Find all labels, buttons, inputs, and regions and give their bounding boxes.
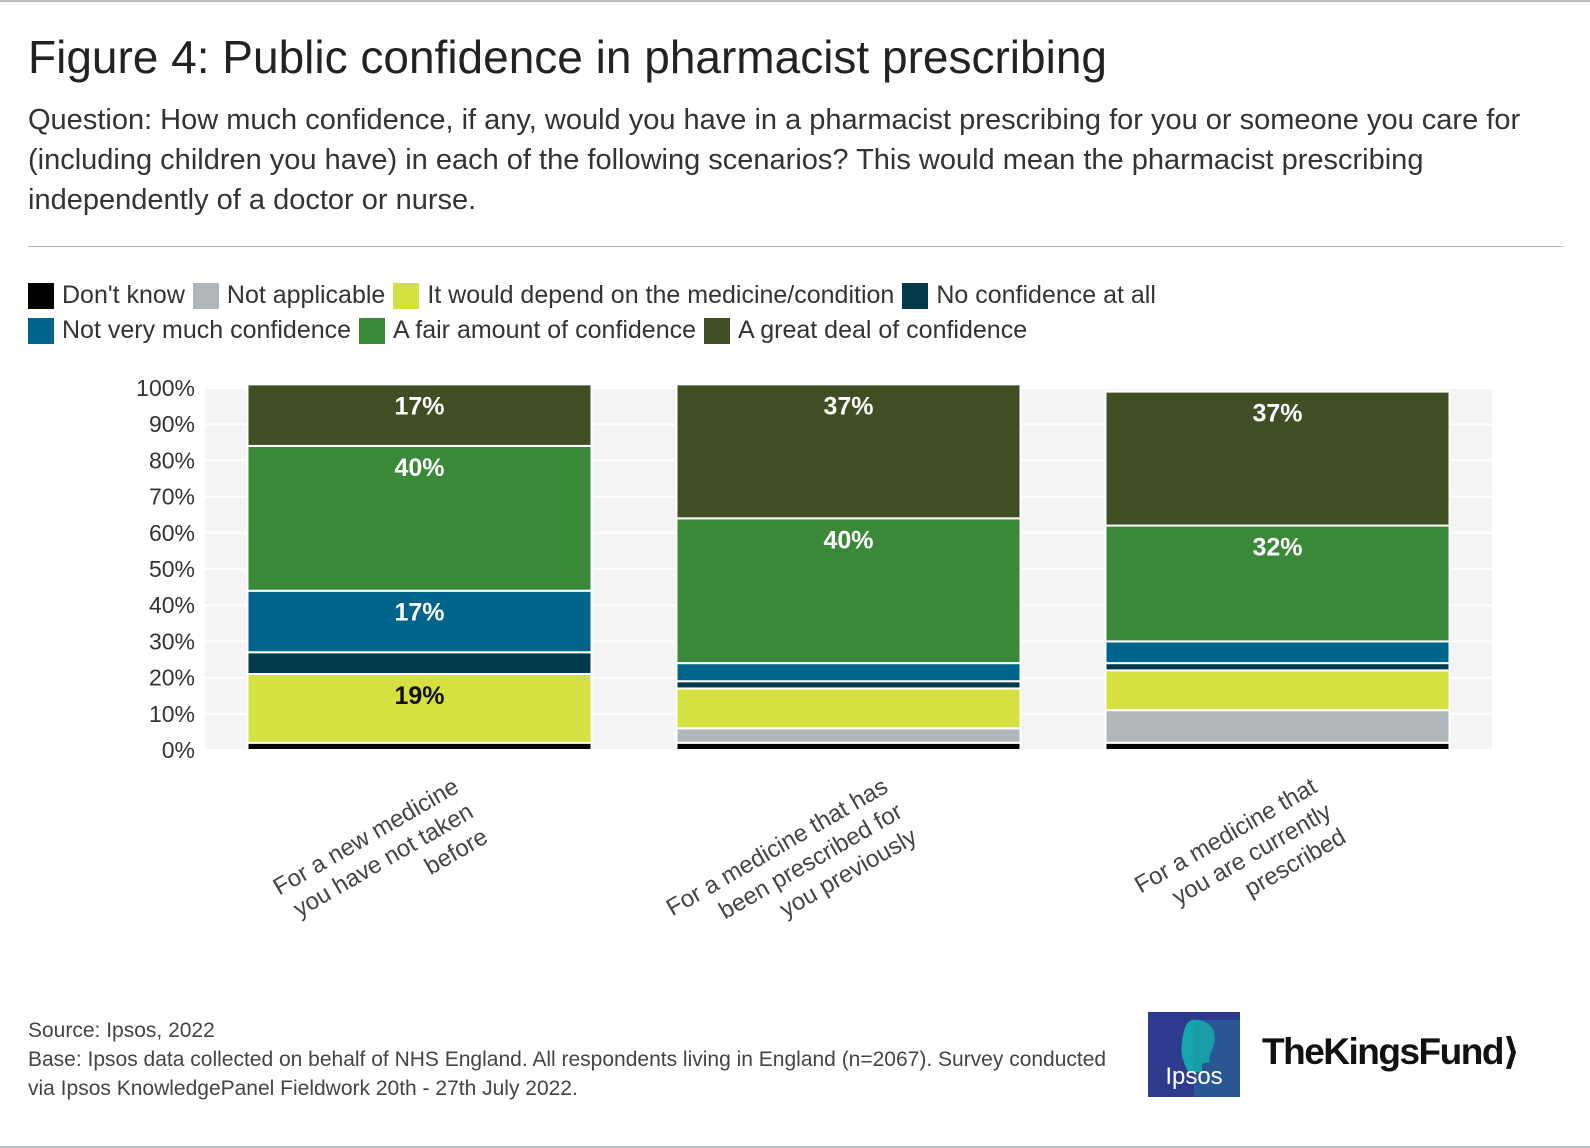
kings-fund-logo-text: TheKingsFund [1262,1031,1504,1072]
base-line: Base: Ipsos data collected on behalf of … [28,1048,1107,1100]
bar-segment [246,672,593,744]
legend-item-not-applicable: Not applicable [192,281,386,310]
y-tick-label: 40% [149,592,195,618]
bar-segment [1104,524,1451,643]
bar-segment [675,741,1022,752]
legend-swatch [704,317,730,344]
legend-swatch [192,282,219,309]
data-label: 32% [1252,534,1302,562]
bar-segment [246,444,593,592]
bar-segment [246,589,593,654]
legend-label: It would depend on the medicine/conditio… [427,281,895,309]
y-tick-label: 80% [149,447,195,473]
chart-subtitle: Question: How much confidence, if any, w… [28,104,1521,216]
y-tick-label: 60% [149,520,195,546]
legend-item-not-very-much: Not very much confidence [28,316,351,345]
bar-segment [1104,662,1451,672]
legend-label: Not very much confidence [62,316,352,344]
legend-row-1: Don't know Not applicable It would depen… [28,278,1328,313]
legend-swatch [28,282,54,309]
legend-item-great-deal: A great deal of confidence [704,316,1027,345]
kings-fund-logo: TheKingsFund⟩ [1262,1030,1520,1073]
legend-swatch [902,282,929,309]
bottom-rule [0,1146,1590,1148]
source-note: Source: Ipsos, 2022 Base: Ipsos data col… [28,1016,1118,1103]
stacked-bar-chart: 0% 10% 20% 30% 40% 50% 60% 70% 80% 90% 100% 19% 17% 4… [136,375,1492,925]
ipsos-logo-head [1181,1019,1215,1072]
bar-segment [675,517,1022,665]
data-label: 40% [823,526,873,554]
legend-item-dont-know: Don't know [28,281,185,310]
legend-label: A great deal of confidence [738,316,1028,344]
chevron-right-icon: ⟩ [1502,1031,1520,1072]
bar-segment [246,383,593,447]
source-line: Source: Ipsos, 2022 [28,1019,215,1042]
bar-segment [246,651,593,675]
legend-label: No confidence at all [936,281,1156,309]
data-label: 40% [394,454,444,482]
y-tick-label: 50% [149,556,195,582]
y-tick-label: 30% [149,628,195,654]
legend-row-2: Not very much confidence A fair amount o… [28,313,1328,348]
top-rule [0,0,1590,2]
y-tick-label: 90% [149,411,195,437]
data-label: 19% [394,682,444,710]
legend-item-fair-amount: A fair amount of confidence [359,316,696,345]
legend-swatch [393,282,420,309]
legend-label: A fair amount of confidence [393,316,696,344]
legend: Don't know Not applicable It would depen… [28,278,1328,348]
legend-item-would-depend: It would depend on the medicine/conditio… [393,281,894,310]
bar-segment [1104,390,1451,527]
data-label: 37% [823,392,873,420]
legend-swatch [28,317,54,344]
ipsos-logo-text: Ipsos [1165,1063,1222,1090]
legend-label: Don't know [62,281,185,309]
ipsos-logo-accent [1194,1020,1240,1097]
data-label: 37% [1252,400,1302,428]
legend-item-no-confidence: No confidence at all [902,281,1156,310]
bar-segment [1104,741,1451,752]
data-label: 17% [394,599,444,627]
bar-segment [1104,709,1451,744]
bar-segment [675,680,1022,690]
legend-swatch [359,317,386,344]
y-tick-label: 10% [149,701,195,727]
bar-segment [246,741,593,752]
y-tick-label: 70% [149,484,195,510]
bar-segment [675,727,1022,744]
y-tick-label: 20% [149,665,195,691]
bar-segment [675,687,1022,730]
y-tick-label: 0% [162,737,195,763]
bar-segment [1104,640,1451,665]
bar-segment [675,383,1022,520]
data-label: 17% [394,392,444,420]
y-tick-label: 100% [136,375,195,401]
bar-segment [675,662,1022,683]
legend-label: Not applicable [226,281,386,309]
header-divider [28,246,1563,247]
ipsos-logo: Ipsos [1148,1012,1240,1097]
bar-segment [1104,669,1451,712]
chart-title: Figure 4: Public confidence in pharmacis… [28,31,1107,83]
